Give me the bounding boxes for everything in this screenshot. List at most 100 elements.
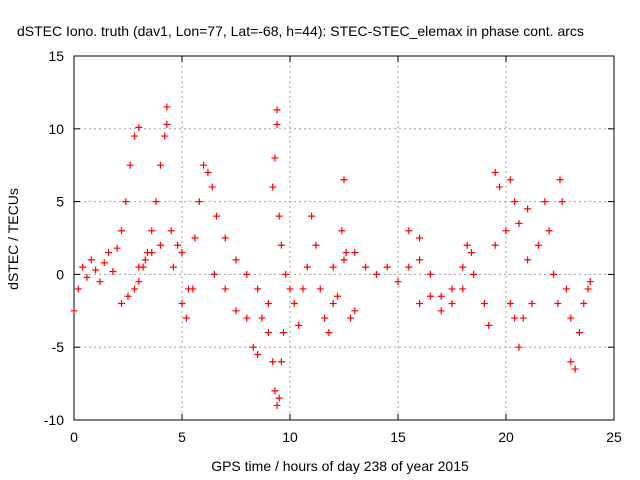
data-point — [221, 234, 229, 242]
data-point — [405, 227, 413, 235]
data-point — [351, 249, 359, 257]
data-point — [383, 263, 391, 271]
data-point — [163, 120, 171, 128]
data-point — [463, 241, 471, 249]
data-point — [161, 132, 169, 140]
data-point — [124, 292, 132, 300]
data-series-2 — [118, 103, 171, 308]
data-point — [437, 292, 445, 300]
data-point — [100, 259, 108, 267]
x-tick-label: 15 — [390, 429, 406, 445]
data-series-9 — [506, 176, 594, 373]
data-series-5 — [269, 106, 303, 329]
data-point — [169, 263, 177, 271]
data-point — [232, 256, 240, 264]
data-point — [280, 329, 288, 337]
data-point — [372, 270, 380, 278]
data-point — [534, 241, 542, 249]
x-axis-label: GPS time / hours of day 238 of year 2015 — [211, 458, 469, 474]
data-point — [416, 300, 424, 308]
data-point — [122, 198, 130, 206]
data-point — [554, 300, 562, 308]
data-point — [92, 266, 100, 274]
data-point — [167, 227, 175, 235]
data-point — [135, 123, 143, 131]
data-point — [141, 256, 149, 264]
data-series-8 — [416, 168, 536, 351]
data-point — [204, 168, 212, 176]
data-point — [258, 314, 266, 322]
data-point — [506, 300, 514, 308]
data-point — [264, 300, 272, 308]
data-point — [459, 263, 467, 271]
data-point — [519, 314, 527, 322]
data-point — [210, 270, 218, 278]
data-point — [254, 285, 262, 293]
data-point — [416, 256, 424, 264]
data-point — [105, 249, 113, 257]
data-point — [232, 307, 240, 315]
y-tick-label: -10 — [44, 412, 64, 428]
data-point — [148, 249, 156, 257]
data-point — [480, 300, 488, 308]
data-point — [273, 401, 281, 409]
data-point — [275, 394, 283, 402]
x-tick-label: 10 — [282, 429, 298, 445]
y-axis-label: dSTEC / TECUs — [5, 188, 21, 290]
data-point — [325, 329, 333, 337]
data-point — [308, 212, 316, 220]
data-point — [556, 176, 564, 184]
data-point — [269, 358, 277, 366]
data-series-7 — [329, 227, 475, 300]
data-point — [290, 300, 298, 308]
data-point — [467, 249, 475, 257]
data-point — [70, 307, 78, 315]
data-series-4 — [169, 241, 288, 409]
data-point — [426, 270, 434, 278]
data-point — [74, 285, 82, 293]
data-point — [321, 314, 329, 322]
data-point — [96, 278, 104, 286]
data-point — [426, 292, 434, 300]
data-point — [221, 285, 229, 293]
data-point — [174, 241, 182, 249]
data-point — [277, 358, 285, 366]
data-point — [571, 365, 579, 373]
data-point — [541, 198, 549, 206]
data-point — [437, 307, 445, 315]
data-point — [459, 285, 467, 293]
data-point — [118, 227, 126, 235]
data-point — [273, 106, 281, 114]
data-point — [130, 132, 138, 140]
data-point — [502, 227, 510, 235]
data-point — [405, 263, 413, 271]
grid-lines — [74, 56, 614, 420]
data-point — [163, 103, 171, 111]
data-point — [334, 292, 342, 300]
data-point — [191, 234, 199, 242]
data-point — [316, 285, 324, 293]
data-point — [496, 183, 504, 191]
data-point — [338, 227, 346, 235]
data-point — [189, 285, 197, 293]
data-point — [200, 161, 208, 169]
data-point — [264, 329, 272, 337]
data-point — [340, 176, 348, 184]
data-point — [118, 300, 126, 308]
data-point — [329, 263, 337, 271]
data-point — [524, 256, 532, 264]
x-tick-label: 25 — [606, 429, 622, 445]
data-point — [346, 314, 354, 322]
data-point — [243, 314, 251, 322]
data-series-6 — [299, 176, 359, 337]
y-tick-label: 10 — [48, 121, 64, 137]
data-point — [511, 198, 519, 206]
data-point — [448, 300, 456, 308]
data-point — [329, 300, 337, 308]
data-point — [524, 205, 532, 213]
data-point — [580, 300, 588, 308]
data-series-3 — [135, 161, 272, 308]
data-point — [271, 387, 279, 395]
